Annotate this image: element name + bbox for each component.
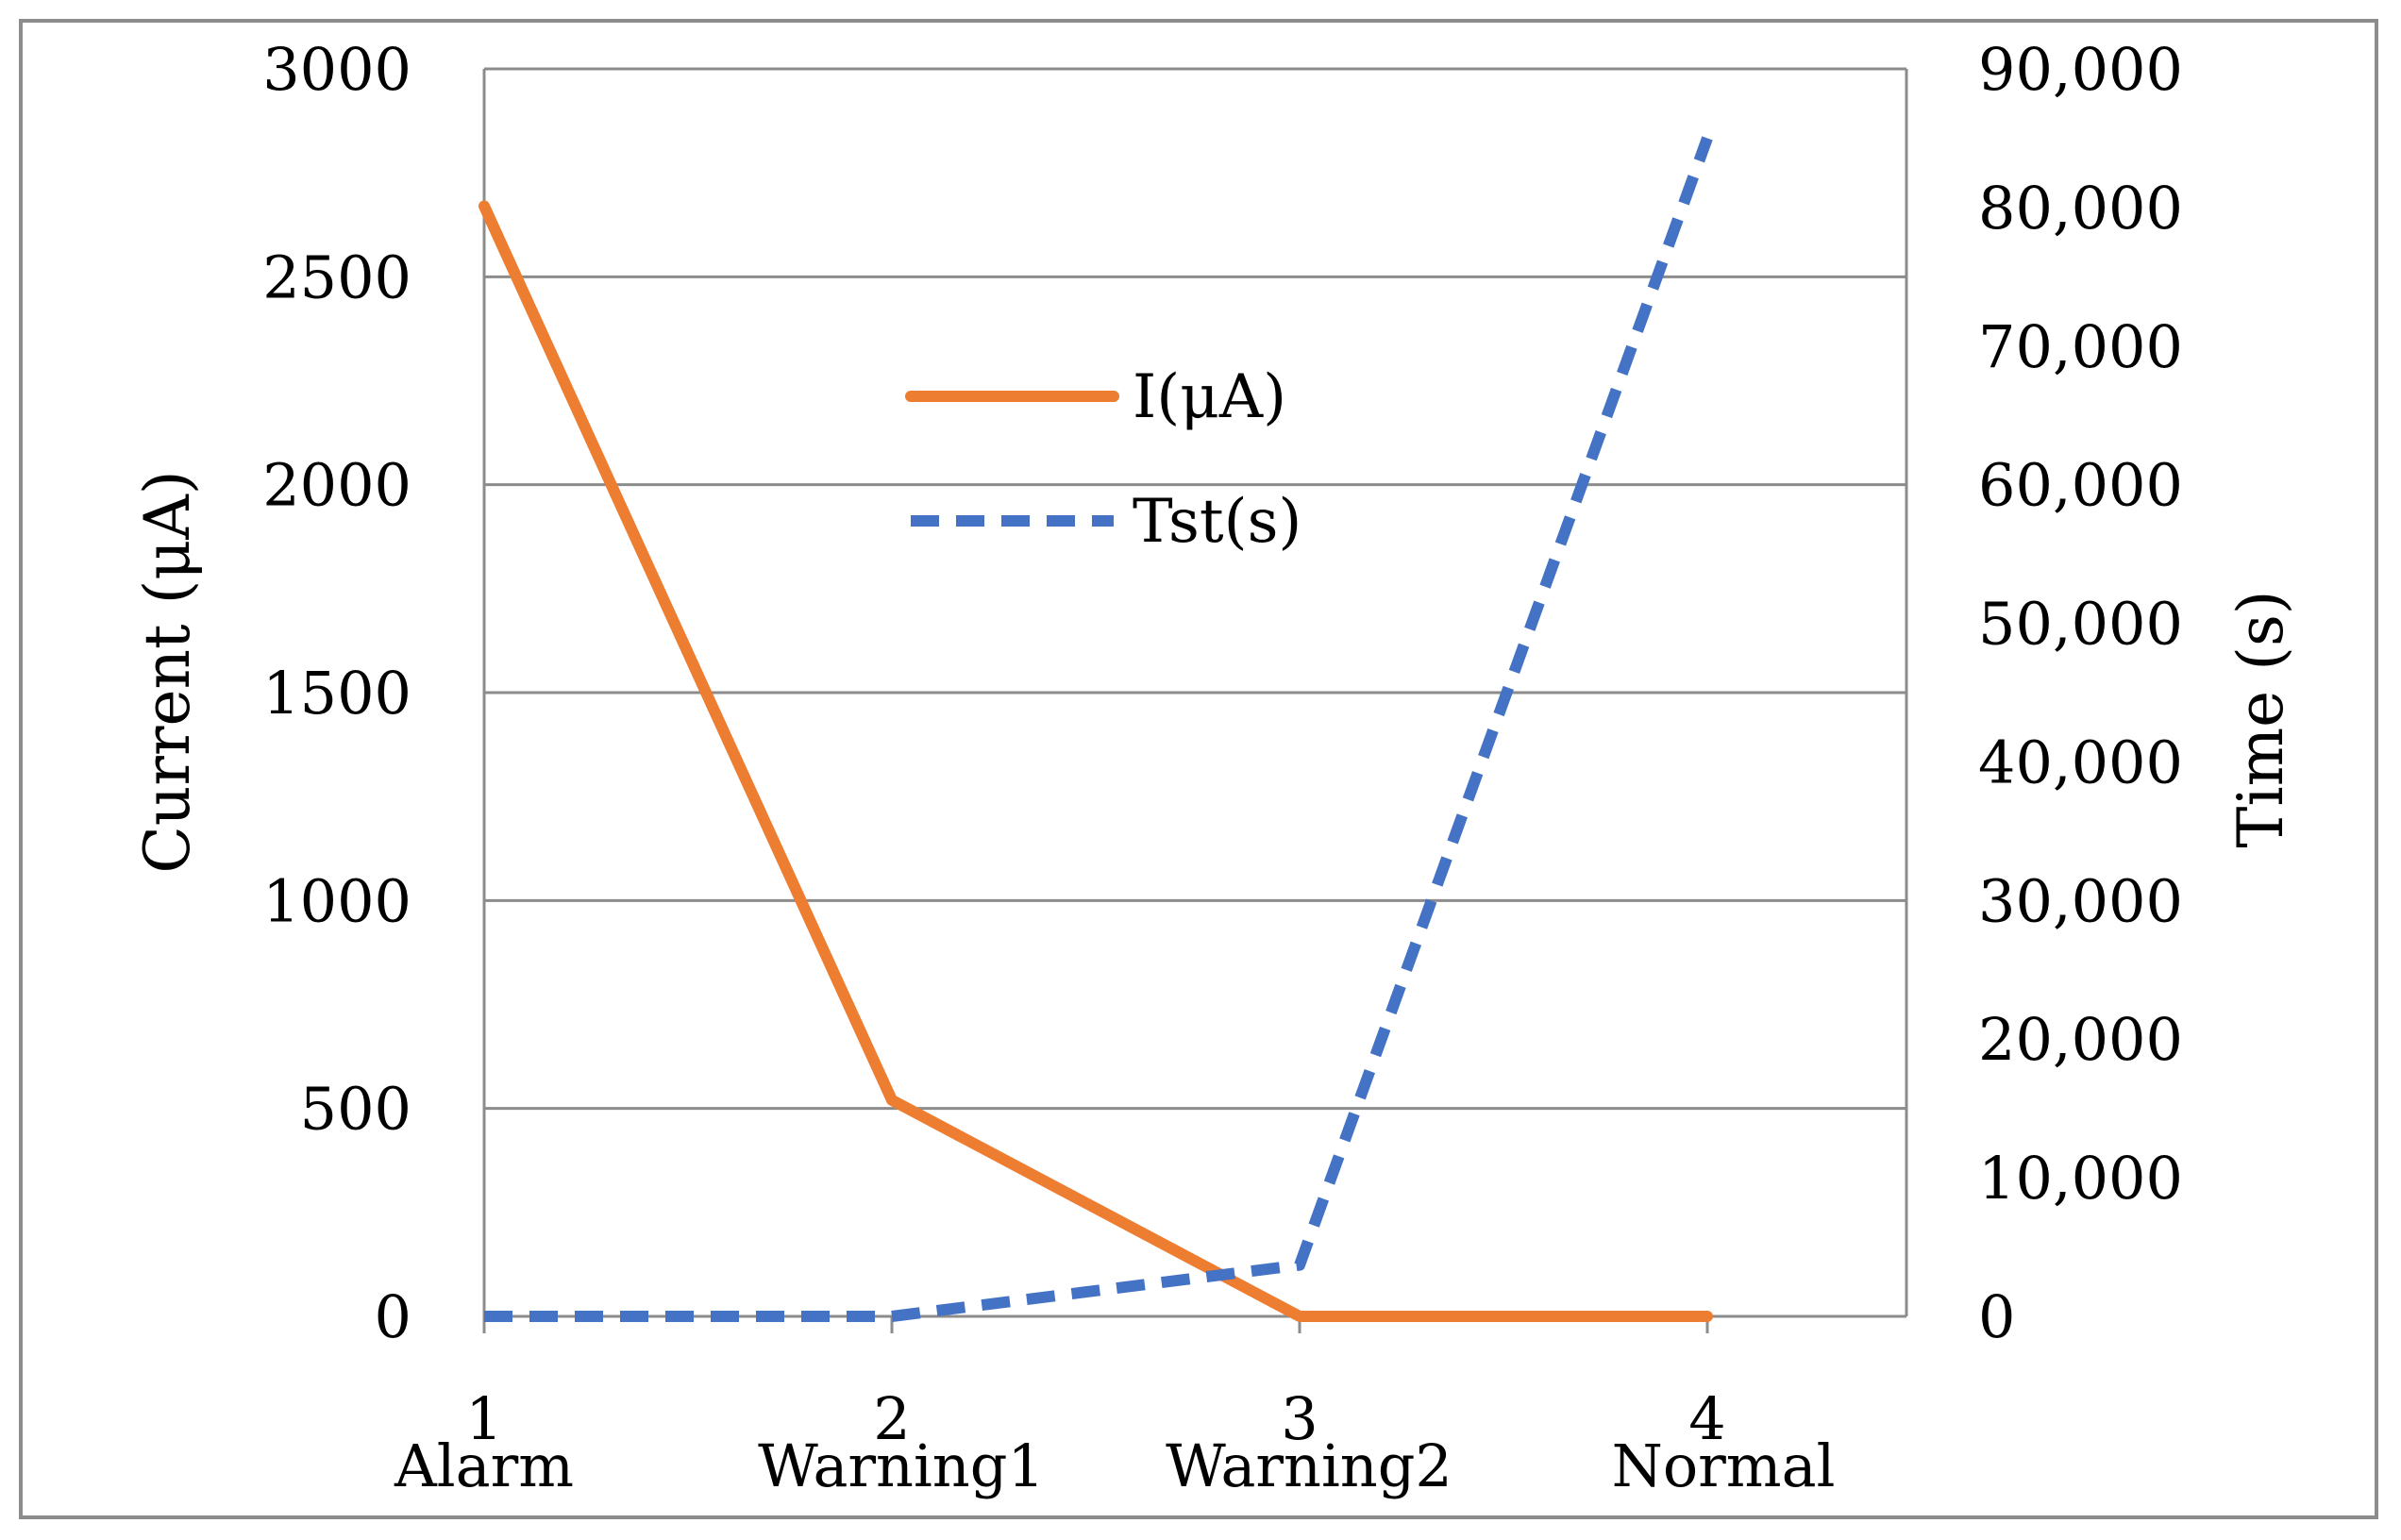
x-tick-label: 3 bbox=[1281, 1384, 1318, 1453]
y2-axis-title: Time (s) bbox=[2225, 590, 2297, 847]
y2-tick-label: 20,000 bbox=[1978, 1005, 2183, 1074]
y-tick-label: 1500 bbox=[262, 659, 411, 728]
y2-tick-label: 40,000 bbox=[1978, 728, 2183, 796]
gridlines bbox=[484, 67, 1906, 1111]
y-tick-label: 2500 bbox=[262, 243, 411, 311]
x-category-label: Warning1 bbox=[758, 1431, 1045, 1500]
y2-tick-label: 30,000 bbox=[1978, 866, 2183, 935]
legend-label-time: Tst(s) bbox=[1133, 487, 1301, 557]
legend: I(μA) Tst(s) bbox=[905, 362, 1301, 557]
y2-tick-label: 50,000 bbox=[1978, 590, 2183, 659]
x-tick-label: 1 bbox=[465, 1384, 502, 1453]
y2-tick-label: 90,000 bbox=[1978, 35, 2183, 104]
y-tick-label: 3000 bbox=[262, 35, 411, 104]
y2-tick-label: 0 bbox=[1978, 1282, 2015, 1351]
y-tick-label: 500 bbox=[300, 1075, 411, 1144]
x-category-label: Alarm bbox=[394, 1431, 574, 1500]
y-tick-label: 1000 bbox=[262, 866, 411, 935]
x-category-label: Warning2 bbox=[1166, 1431, 1452, 1500]
y2-tick-label: 10,000 bbox=[1978, 1144, 2183, 1213]
x-tick-label: 4 bbox=[1688, 1384, 1725, 1453]
x-category-label: Normal bbox=[1612, 1431, 1836, 1500]
y-tick-label: 2000 bbox=[262, 451, 411, 520]
y-axis-title: Current (μA) bbox=[131, 470, 204, 873]
y2-tick-label: 60,000 bbox=[1978, 451, 2183, 520]
y-tick-label: 0 bbox=[375, 1282, 411, 1351]
x-tick-label: 2 bbox=[873, 1384, 910, 1453]
series-line-current bbox=[479, 200, 1713, 1322]
legend-label-current: I(μA) bbox=[1133, 362, 1286, 432]
series-line-time bbox=[484, 136, 1713, 1322]
series-layer bbox=[479, 136, 1713, 1322]
tick-labels: 0 500 1000 1500 2000 2500 3000 0 10,000 20,000 30,… bbox=[262, 35, 2183, 1500]
y2-tick-label: 80,000 bbox=[1978, 174, 2183, 243]
axes bbox=[482, 69, 1908, 1333]
y2-tick-label: 70,000 bbox=[1978, 312, 2183, 381]
